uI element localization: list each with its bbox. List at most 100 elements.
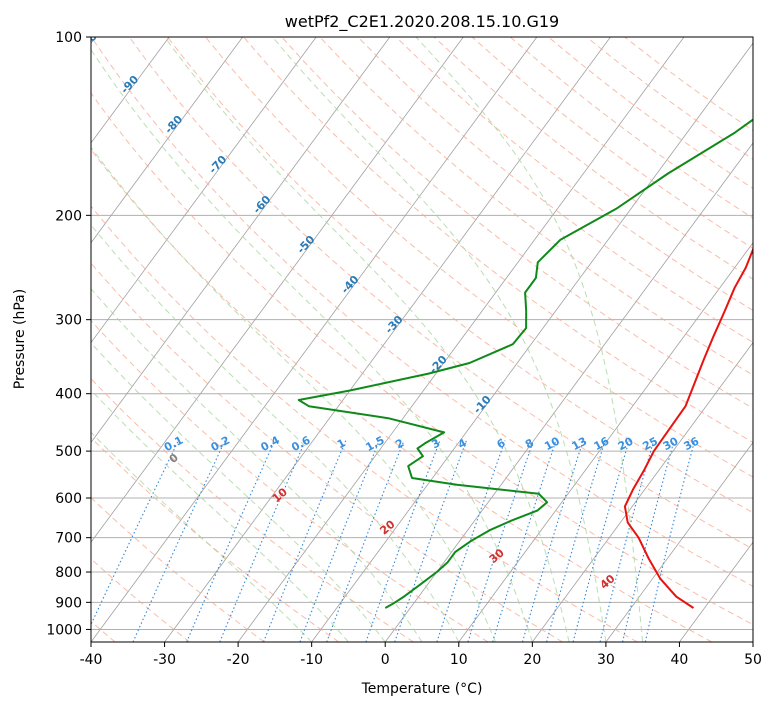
x-tick-label: -30 [153,652,176,668]
y-tick-label: 400 [55,387,82,403]
moist-adiabat-line [91,146,497,642]
isotherm-label: -90 [118,73,141,97]
dry-adiabat-line [91,205,638,642]
x-tick-label: 30 [597,652,615,668]
isotherm-line [91,37,538,642]
y-tick-label: 600 [55,491,82,507]
y-axis-label: Pressure (hPa) [12,289,28,389]
y-tick-label: 200 [55,208,82,224]
dry-adiabat-line [91,262,563,642]
moist-adiabat-line [91,389,349,642]
dry-adiabat-line [128,37,753,550]
mixing-ratio-label: 13 [570,435,590,454]
dry-adiabat-line [91,319,489,642]
isotherm-line [91,37,170,144]
mixing-ratio-label: 1 [335,436,348,451]
x-tick-label: 50 [744,652,762,668]
isotherm-line [458,242,753,642]
mixing-ratio-line [365,440,441,642]
x-tick-label: -40 [80,652,103,668]
isotherm-line [384,142,753,642]
y-tick-label: 800 [55,565,82,581]
isotherm-line [605,441,753,642]
dry-adiabat-line [395,37,753,312]
dry-adiabat-line [509,37,753,219]
line-labels: 0.1 0.2 0.4 0.6 1 1.5 2 3 4 6 8 10 13 16 20 25 30 36-100-… [91,37,702,592]
moist-adiabat-line [272,37,607,642]
y-tick-label: 1000 [46,622,82,638]
x-tick-label: -20 [227,652,250,668]
temperature-profile-line [623,246,753,609]
x-tick-label: 0 [381,652,390,668]
mixing-ratio-label: 16 [592,434,612,453]
moist-adiabat-line [91,49,533,642]
mixing-ratio-line [492,440,557,642]
dry-adiabat-line [91,37,753,587]
y-tick-label: 700 [55,531,82,547]
mixing-ratio-line [132,440,226,642]
mixing-ratio-line [91,440,179,626]
mixing-ratio-line [521,440,584,642]
moist-adiabat-line [164,37,570,642]
y-tick-label: 300 [55,313,82,329]
dry-adiabat-line [433,37,753,280]
isotherm-line [91,37,464,543]
x-tick-label: -10 [300,652,323,668]
mixing-ratio-line [394,440,467,642]
isotherm-label: -80 [162,113,185,137]
mixing-ratio-line [219,440,306,642]
y-tick-label: 100 [55,30,82,46]
isotherm-line [164,37,611,642]
isotherm-label: -60 [250,193,273,217]
dewpoint-profile-line [297,118,753,609]
mixing-ratio-label: 30 [661,434,681,453]
isotherm-line [91,37,317,344]
mixing-ratio-label: 8 [523,436,536,451]
isotherm-label: -50 [294,233,317,257]
mixing-ratio-label: 25 [640,435,660,454]
y-tick-label: 900 [55,595,82,611]
axis-ticks: -40 -30 -20 -10 0 10 20 30 40 50 100 200 300 400 500 60… [46,30,762,668]
dry-adiabat-line [319,37,753,376]
dry-adiabat-line [624,37,753,132]
dry-adiabat-line [91,148,713,642]
mixing-ratio-label: 4 [456,436,469,451]
dry-adiabat-label: 40 [598,572,618,592]
isotherm-line [752,641,753,642]
moist-adiabat-line [91,431,313,642]
mixing-ratio-line [599,440,655,642]
dry-adiabat-line [357,37,753,344]
dry-adiabat-line [91,92,753,626]
dry-adiabat-label: 20 [377,517,397,537]
isotherm-line [532,341,753,642]
mixing-ratio-line [186,440,276,642]
mixing-ratio-line [622,440,675,642]
x-tick-label: 20 [523,652,541,668]
isotherm-line [237,37,685,642]
x-tick-label: 10 [450,652,468,668]
isotherm-line [91,37,243,244]
isotherm-line [91,37,391,444]
mixing-ratio-line [572,440,630,642]
isotherm-line [679,541,753,642]
dry-adiabat-line [167,37,753,514]
isotherm-label: -30 [383,313,406,337]
dry-adiabat-line [91,496,265,642]
mixing-ratio-line [467,440,534,642]
mixing-ratio-line [644,440,696,642]
isotherm-label: -40 [339,273,362,297]
moist-adiabat-line [91,224,460,642]
background-lines [91,37,753,642]
y-tick-label: 500 [55,444,82,460]
moist-adiabat-line [415,37,644,642]
dry-adiabat-line [91,377,414,642]
mixing-ratio-label: 36 [682,434,702,453]
mixing-ratio-label: 20 [616,434,636,453]
moist-adiabat-line [91,342,386,642]
profile-series [297,118,753,609]
plot-frame [90,36,754,643]
dry-adiabat-line [281,37,753,409]
mixing-ratio-label: 10 [542,434,562,453]
